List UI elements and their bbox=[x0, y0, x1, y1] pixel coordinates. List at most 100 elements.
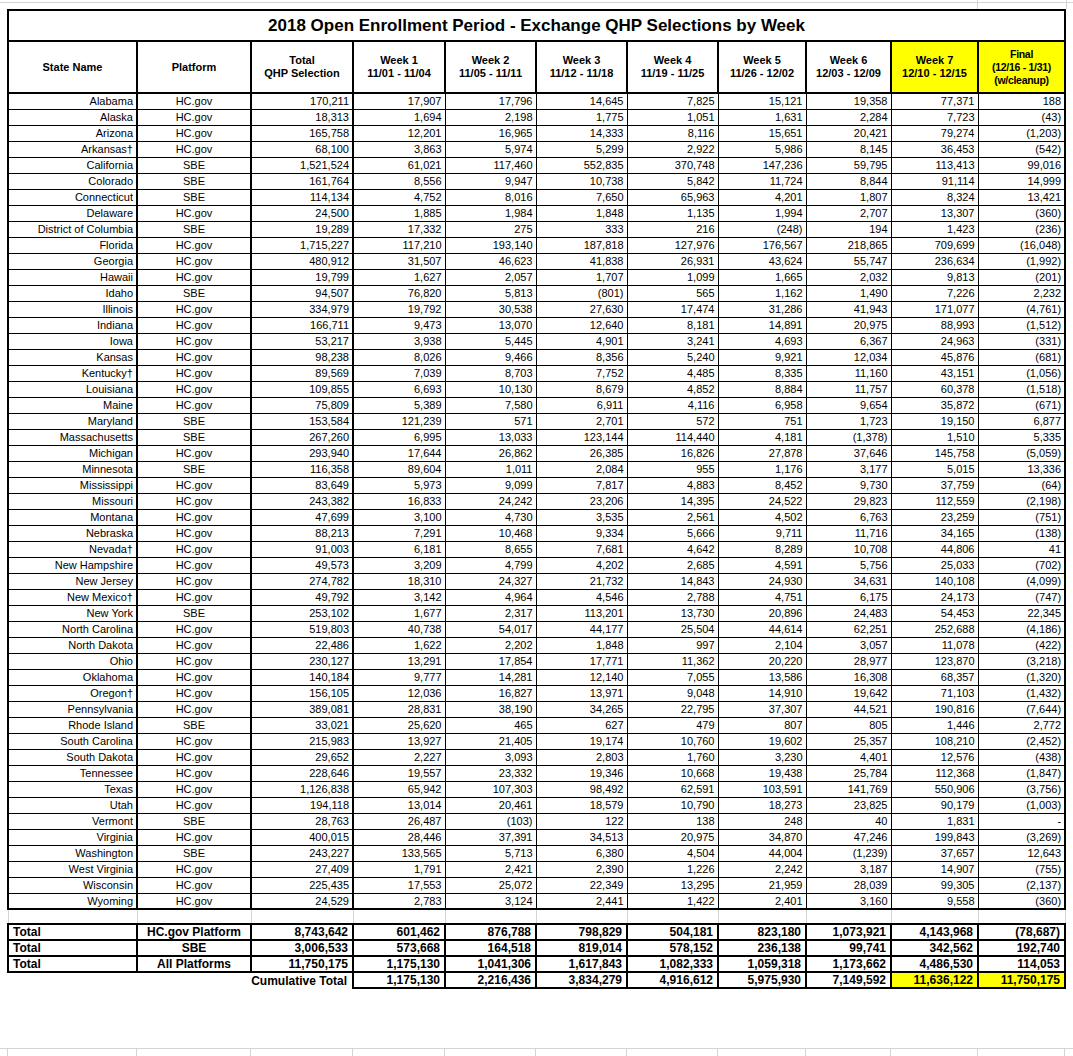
week2-cell: 10,468 bbox=[445, 525, 536, 541]
platform-cell: HC.gov bbox=[137, 349, 251, 365]
total-total-cell: 3,006,533 bbox=[251, 940, 353, 956]
week1-cell: 5,389 bbox=[353, 397, 445, 413]
week3-cell: 21,732 bbox=[536, 573, 627, 589]
week1-cell: 4,752 bbox=[353, 189, 445, 205]
week5-cell: 8,884 bbox=[718, 381, 806, 397]
week4-cell: 1,422 bbox=[627, 893, 718, 909]
state-cell: Colorado bbox=[8, 173, 137, 189]
week5-total-cell: 1,059,318 bbox=[718, 956, 806, 972]
week7-cell: 236,634 bbox=[891, 253, 978, 269]
final-cell: (236) bbox=[978, 221, 1065, 237]
week5-cell: 15,651 bbox=[718, 125, 806, 141]
week7-cell: 199,843 bbox=[891, 829, 978, 845]
week3-cell: 1,848 bbox=[536, 205, 627, 221]
total-cell: 89,569 bbox=[251, 365, 353, 381]
week6-cell: 9,730 bbox=[806, 477, 891, 493]
sheet-gridline bbox=[626, 1048, 627, 1056]
week7-cell: 140,108 bbox=[891, 573, 978, 589]
week6-cell: 11,757 bbox=[806, 381, 891, 397]
col-header-week2: Week 211/05 - 11/11 bbox=[445, 41, 536, 93]
week1-cell: 76,820 bbox=[353, 285, 445, 301]
final-cell: (3,756) bbox=[978, 781, 1065, 797]
state-cell: Vermont bbox=[8, 813, 137, 829]
week1-cell: 9,777 bbox=[353, 669, 445, 685]
week1-cell: 1,627 bbox=[353, 269, 445, 285]
table-row: DelawareHC.gov24,5001,8851,9841,8481,135… bbox=[8, 205, 1065, 221]
week3-cell: 7,650 bbox=[536, 189, 627, 205]
total-cell: 274,782 bbox=[251, 573, 353, 589]
total-cell: 140,184 bbox=[251, 669, 353, 685]
final-cell: (4,186) bbox=[978, 621, 1065, 637]
week7-cell: 709,699 bbox=[891, 237, 978, 253]
table-row: OklahomaHC.gov140,1849,77714,28112,1407,… bbox=[8, 669, 1065, 685]
week6-cell: 3,177 bbox=[806, 461, 891, 477]
week5-cell: 44,004 bbox=[718, 845, 806, 861]
total-cell: 215,983 bbox=[251, 733, 353, 749]
week4-cell: 1,135 bbox=[627, 205, 718, 221]
state-cell: Connecticut bbox=[8, 189, 137, 205]
total-cell: 33,021 bbox=[251, 717, 353, 733]
table-row: CaliforniaSBE1,521,52461,021117,460552,8… bbox=[8, 157, 1065, 173]
week4-cell: 22,795 bbox=[627, 701, 718, 717]
week6-cell: 25,784 bbox=[806, 765, 891, 781]
total-cell: 1,715,227 bbox=[251, 237, 353, 253]
week6-cell: 218,865 bbox=[806, 237, 891, 253]
platform-cell: HC.gov bbox=[137, 733, 251, 749]
table-row: MassachusettsSBE267,2606,99513,033123,14… bbox=[8, 429, 1065, 445]
week6-cell: 62,251 bbox=[806, 621, 891, 637]
week6-cell: 8,145 bbox=[806, 141, 891, 157]
week1-cell: 25,620 bbox=[353, 717, 445, 733]
week4-cell: 4,852 bbox=[627, 381, 718, 397]
week4-cell: 20,975 bbox=[627, 829, 718, 845]
week2-cell: 8,655 bbox=[445, 541, 536, 557]
week5-cell: 31,286 bbox=[718, 301, 806, 317]
total-cell: 1,521,524 bbox=[251, 157, 353, 173]
final-cell: (1,512) bbox=[978, 317, 1065, 333]
week2-cell: 38,190 bbox=[445, 701, 536, 717]
week4-cell: 17,474 bbox=[627, 301, 718, 317]
week3-cell: 552,835 bbox=[536, 157, 627, 173]
week1-cell: 13,291 bbox=[353, 653, 445, 669]
final-cell: - bbox=[978, 813, 1065, 829]
week5-cell: 4,502 bbox=[718, 509, 806, 525]
week5-cell: 2,104 bbox=[718, 637, 806, 653]
table-row: Nevada†HC.gov91,0036,1818,6557,6814,6428… bbox=[8, 541, 1065, 557]
week4-cell: 138 bbox=[627, 813, 718, 829]
col-header-week6: Week 612/03 - 12/09 bbox=[806, 41, 891, 93]
week5-cell: 1,162 bbox=[718, 285, 806, 301]
platform-cell: HC.gov bbox=[137, 125, 251, 141]
week1-cell: 3,142 bbox=[353, 589, 445, 605]
platform-cell: HC.gov bbox=[137, 525, 251, 541]
final-cell: (3,269) bbox=[978, 829, 1065, 845]
week2-cell: 25,072 bbox=[445, 877, 536, 893]
total-cell: 114,134 bbox=[251, 189, 353, 205]
week3-cell: 5,299 bbox=[536, 141, 627, 157]
week5-cell: 5,986 bbox=[718, 141, 806, 157]
week6-cell: 25,357 bbox=[806, 733, 891, 749]
week4-cell: 10,760 bbox=[627, 733, 718, 749]
week2-cell: 8,703 bbox=[445, 365, 536, 381]
table-row: South CarolinaHC.gov215,98313,92721,4051… bbox=[8, 733, 1065, 749]
week1-cell: 6,181 bbox=[353, 541, 445, 557]
platform-cell: SBE bbox=[137, 429, 251, 445]
week1-cell: 9,473 bbox=[353, 317, 445, 333]
week3-cell: 34,265 bbox=[536, 701, 627, 717]
week2-cell: 9,099 bbox=[445, 477, 536, 493]
week2-cell: 14,281 bbox=[445, 669, 536, 685]
week5-cell: 2,401 bbox=[718, 893, 806, 909]
week4-cell: 62,591 bbox=[627, 781, 718, 797]
week1-cell: 12,201 bbox=[353, 125, 445, 141]
total-cell: 28,763 bbox=[251, 813, 353, 829]
week2-cell: 275 bbox=[445, 221, 536, 237]
week7-cell: 7,723 bbox=[891, 109, 978, 125]
week3-cell: 12,140 bbox=[536, 669, 627, 685]
week6-cell: 41,943 bbox=[806, 301, 891, 317]
week7-cell: 9,558 bbox=[891, 893, 978, 909]
state-cell: Alabama bbox=[8, 93, 137, 109]
week3-cell: 10,738 bbox=[536, 173, 627, 189]
total-cell: 49,573 bbox=[251, 557, 353, 573]
week2-cell: 2,317 bbox=[445, 605, 536, 621]
week6-cell: 44,521 bbox=[806, 701, 891, 717]
sheet-gridline bbox=[0, 1048, 1073, 1049]
total-cell: 161,764 bbox=[251, 173, 353, 189]
